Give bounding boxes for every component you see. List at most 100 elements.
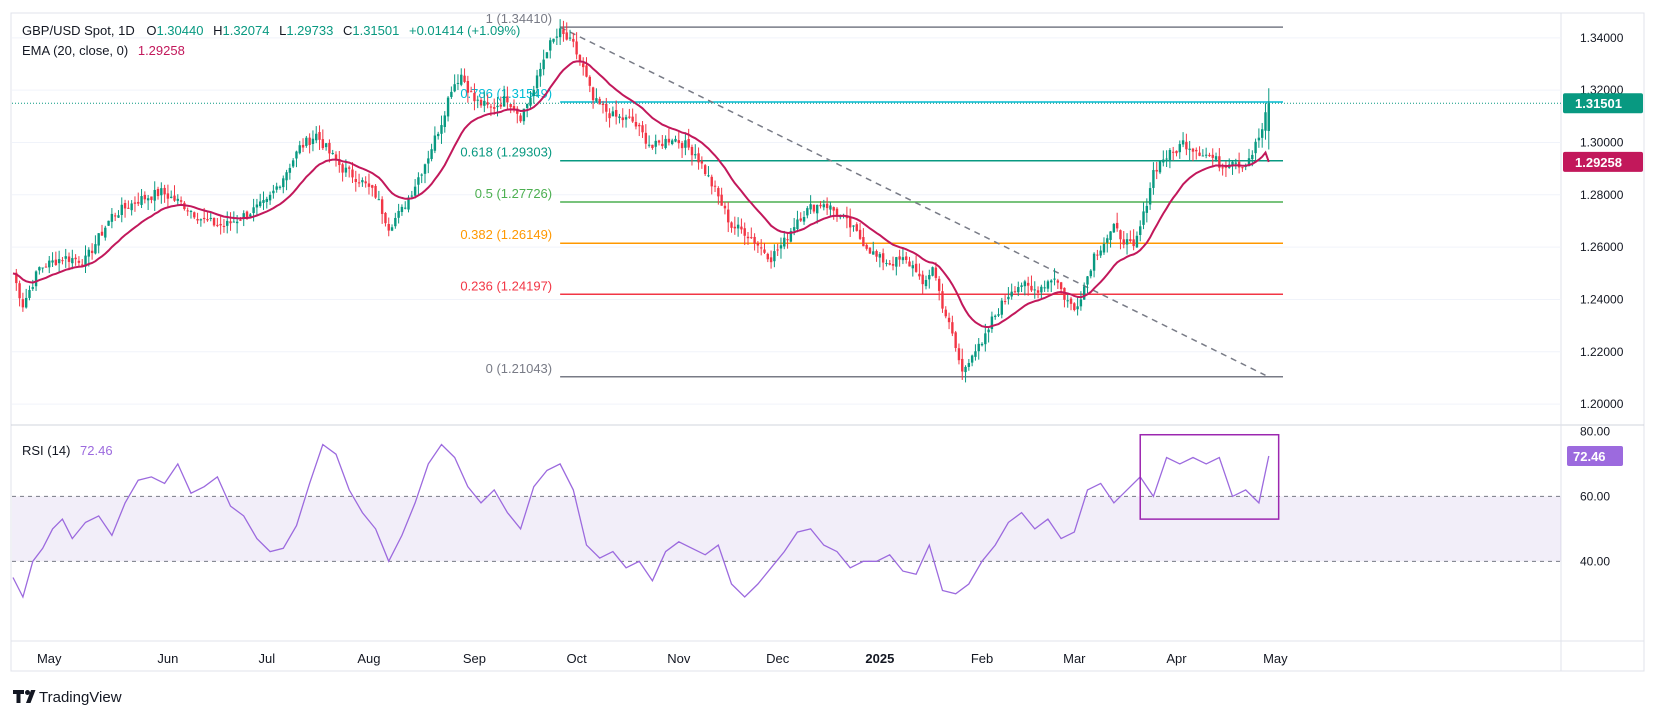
candle bbox=[410, 190, 414, 198]
candle-body bbox=[572, 38, 575, 42]
candle-body bbox=[275, 186, 278, 190]
candle bbox=[1033, 281, 1036, 299]
candle-body bbox=[529, 97, 532, 106]
fib-level-label: 0.618 (1.29303) bbox=[460, 145, 552, 160]
rsi-tick-label: 40.00 bbox=[1580, 554, 1610, 568]
candle bbox=[1073, 302, 1076, 312]
candle bbox=[980, 342, 984, 347]
candle-body bbox=[483, 100, 486, 106]
candle-body bbox=[331, 152, 334, 154]
candle-body bbox=[150, 196, 153, 200]
candle bbox=[160, 182, 163, 204]
candle bbox=[535, 69, 539, 97]
candle bbox=[298, 140, 301, 155]
candle bbox=[1036, 286, 1040, 299]
candle bbox=[51, 252, 54, 268]
candle bbox=[677, 131, 680, 149]
candle-body bbox=[684, 140, 687, 148]
candle-body bbox=[90, 250, 94, 254]
candle bbox=[697, 147, 700, 170]
candle-body bbox=[525, 103, 529, 108]
candle-body bbox=[944, 309, 947, 317]
candle-body bbox=[885, 263, 888, 265]
candle-body bbox=[67, 256, 71, 262]
candle bbox=[872, 241, 875, 255]
candle-body bbox=[1036, 290, 1040, 293]
candle bbox=[773, 244, 776, 268]
candle-body bbox=[542, 59, 545, 70]
candle bbox=[1026, 276, 1030, 296]
rsi-pane[interactable]: 80.00 60.00 40.00 72.46 bbox=[12, 424, 1623, 599]
candle bbox=[1076, 297, 1079, 316]
candle bbox=[1043, 280, 1046, 292]
candle bbox=[275, 182, 278, 193]
candle bbox=[852, 225, 855, 232]
candle bbox=[545, 51, 549, 59]
candle-body bbox=[812, 204, 816, 212]
candle-body bbox=[186, 210, 189, 212]
candle-body bbox=[499, 104, 503, 107]
candle-body bbox=[469, 91, 473, 93]
candle-body bbox=[667, 138, 671, 143]
candle-body bbox=[763, 249, 766, 253]
candle bbox=[133, 196, 137, 212]
candle-body bbox=[1195, 149, 1198, 152]
candle bbox=[338, 150, 341, 173]
tradingview-logo[interactable]: TradingView bbox=[13, 689, 122, 706]
candle bbox=[413, 179, 417, 199]
candle bbox=[57, 250, 61, 273]
candle-body bbox=[361, 180, 364, 183]
candle bbox=[229, 212, 232, 231]
candle bbox=[970, 354, 974, 367]
candle bbox=[377, 190, 381, 201]
candle-body bbox=[865, 244, 868, 249]
candle bbox=[479, 97, 483, 108]
candle-body bbox=[176, 198, 179, 201]
candle bbox=[67, 252, 71, 271]
candle-body bbox=[1040, 286, 1043, 293]
candle bbox=[153, 181, 156, 211]
candle bbox=[611, 106, 615, 117]
candle-body bbox=[315, 133, 318, 141]
candle-body bbox=[222, 225, 226, 227]
candle bbox=[628, 108, 631, 119]
candle bbox=[374, 184, 377, 199]
candle bbox=[516, 106, 519, 124]
candle bbox=[1023, 279, 1027, 296]
price-pane[interactable]: 1.340001.320001.300001.280001.260001.240… bbox=[12, 11, 1643, 411]
candle bbox=[964, 365, 967, 383]
candle bbox=[845, 206, 849, 229]
candle-body bbox=[832, 207, 835, 211]
candle-body bbox=[598, 98, 601, 105]
price-tick-label: 1.30000 bbox=[1580, 135, 1624, 149]
candle bbox=[367, 173, 371, 195]
candle-body bbox=[690, 146, 694, 156]
candle bbox=[759, 239, 763, 256]
candle-body bbox=[15, 272, 18, 284]
candle-body bbox=[133, 202, 137, 204]
candle bbox=[1198, 146, 1201, 157]
candle-body bbox=[799, 218, 802, 221]
candle-body bbox=[759, 247, 763, 249]
candle bbox=[123, 199, 127, 218]
candle bbox=[921, 270, 924, 294]
candle-body bbox=[278, 186, 282, 188]
candle-body bbox=[140, 196, 143, 205]
candle bbox=[321, 129, 325, 151]
candle-body bbox=[825, 203, 829, 209]
candle bbox=[812, 204, 816, 214]
candle-body bbox=[1020, 285, 1023, 287]
candle-body bbox=[117, 215, 120, 218]
candle-body bbox=[41, 267, 44, 269]
candle-body bbox=[354, 178, 357, 182]
candle bbox=[835, 207, 839, 222]
candle bbox=[1132, 229, 1135, 251]
candle-body bbox=[1119, 230, 1122, 240]
candle-body bbox=[601, 103, 605, 106]
candle bbox=[331, 149, 334, 155]
candle-body bbox=[298, 145, 301, 154]
candle-body bbox=[113, 215, 117, 217]
candle bbox=[252, 198, 255, 222]
candle bbox=[463, 68, 466, 84]
candle bbox=[163, 184, 166, 203]
